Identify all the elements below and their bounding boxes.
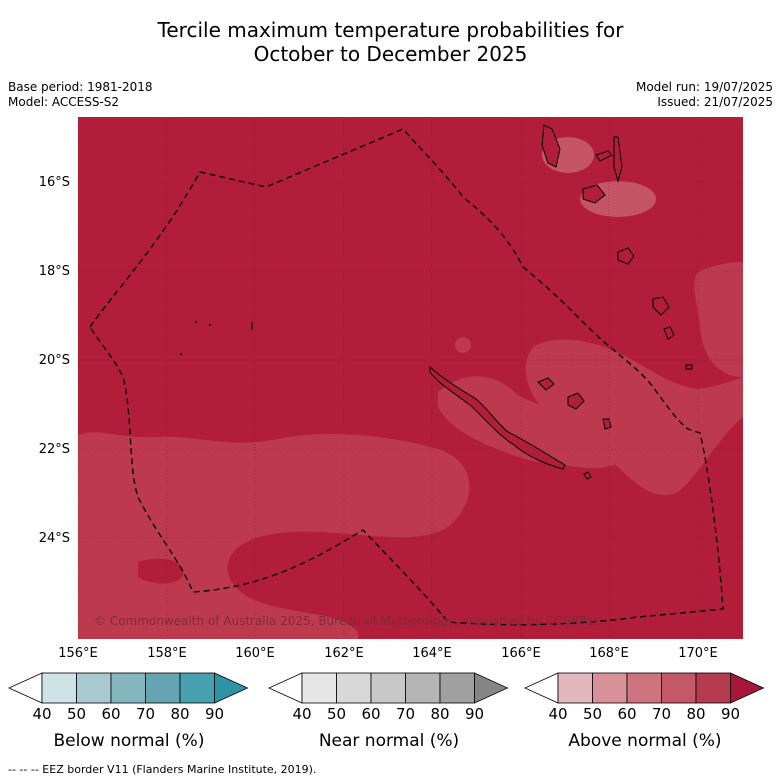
issued-date: Issued: 21/07/2025 (657, 95, 773, 109)
meta-left: Base period: 1981-2018 Model: ACCESS-S2 (8, 80, 153, 110)
colorbar-1 (268, 672, 509, 704)
colorbar-2-extend-high (730, 672, 765, 704)
colorbar-2-segment-4 (695, 672, 731, 704)
colorbar-1-segment-2 (370, 672, 406, 704)
land-vanuatu-ambae (595, 150, 613, 162)
colorbar-0-extend-high (214, 672, 249, 704)
land-vanuatu-tanna (652, 296, 670, 316)
colorbar-0-segment-2 (110, 672, 146, 704)
colorbar-2-tick-80: 80 (686, 705, 706, 723)
colorbar-1-extend-low (268, 672, 303, 704)
map-region-above-70-southwest (78, 432, 470, 639)
colorbar-0-segment-3 (145, 672, 181, 704)
colorbar-0-extend-low (8, 672, 43, 704)
colorbar-0-tick-90: 90 (204, 705, 225, 723)
lon-label-158e: 158°E (147, 646, 187, 661)
land-islet-1 (195, 321, 197, 323)
map-patch-small (455, 337, 471, 353)
land-vanuatu-pentecost (613, 136, 623, 183)
lon-label-164e: 164°E (412, 646, 452, 661)
land-vanuatu-small (685, 364, 693, 370)
lon-label-166e: 166°E (501, 646, 541, 661)
land-islet-3 (180, 353, 182, 355)
colorbar-1-extend-high (474, 672, 509, 704)
colorbar-1-title: Near normal (%) (318, 731, 460, 751)
colorbar-0-tick-70: 70 (135, 705, 156, 723)
colorbar-2 (524, 672, 765, 704)
colorbar-1-tick-60: 60 (361, 705, 381, 723)
colorbar-0-segment-1 (76, 672, 112, 704)
land-vanuatu-malekula (582, 184, 606, 204)
copyright-notice: © Commonwealth of Australia 2025, Bureau… (94, 614, 600, 628)
lon-label-170e: 170°E (678, 646, 718, 661)
land-loyalty-1 (537, 377, 555, 391)
lat-label-16s: 16°S (38, 175, 70, 190)
colorbar-2-tick-60: 60 (617, 705, 637, 723)
lon-label-162e: 162°E (324, 646, 364, 661)
probability-map (78, 117, 743, 639)
colorbar-2-title: Above normal (%) (568, 731, 722, 751)
map-region-above-70-east (525, 339, 743, 496)
colorbar-1-segment-0 (301, 672, 337, 704)
colorbar-1-segment-3 (405, 672, 441, 704)
land-loyalty-3 (602, 418, 612, 430)
colorbar-1-tick-70: 70 (395, 705, 416, 723)
colorbar-1-tick-50: 50 (326, 705, 347, 723)
lon-label-156e: 156°E (58, 646, 98, 661)
colorbar-0-title: Below normal (%) (53, 731, 205, 751)
meta-right: Model run: 19/07/2025 Issued: 21/07/2025 (636, 80, 773, 110)
colorbar-1-tick-40: 40 (292, 705, 312, 723)
lat-label-24s: 24°S (38, 531, 70, 546)
map-region-above-70-northeast (694, 262, 743, 377)
colorbar-2-segment-2 (626, 672, 662, 704)
colorbar-2-segment-1 (592, 672, 628, 704)
lat-label-22s: 22°S (38, 442, 70, 457)
lat-label-18s: 18°S (38, 264, 70, 279)
colorbar-1-tick-90: 90 (464, 705, 485, 723)
colorbar-2-tick-90: 90 (720, 705, 741, 723)
colorbar-2-segment-0 (557, 672, 593, 704)
colorbar-2-extend-low (524, 672, 559, 704)
colorbar-0-tick-50: 50 (66, 705, 87, 723)
model-run: Model run: 19/07/2025 (635, 80, 773, 94)
lon-label-160e: 160°E (235, 646, 275, 661)
land-vanuatu-espiritu (541, 124, 561, 168)
land-loyalty-2 (567, 392, 585, 410)
model-name: Model: ACCESS-S2 (8, 95, 120, 109)
lat-label-20s: 20°S (38, 353, 70, 368)
colorbar-0 (8, 672, 249, 704)
colorbar-2-segment-3 (661, 672, 697, 704)
colorbar-0-tick-40: 40 (32, 705, 52, 723)
land-new-caledonia (429, 365, 566, 470)
title-line-2: October to December 2025 (253, 42, 528, 66)
land-ile-pins (583, 471, 592, 480)
colorbar-2-tick-40: 40 (548, 705, 568, 723)
lon-label-168e: 168°E (589, 646, 629, 661)
eez-footnote: -- -- -- EEZ border V11 (Flanders Marine… (8, 763, 317, 776)
land-vanuatu-aneityum (663, 326, 675, 340)
colorbar-1-segment-4 (439, 672, 475, 704)
colorbar-2-tick-50: 50 (582, 705, 603, 723)
title-line-1: Tercile maximum temperature probabilitie… (157, 18, 624, 42)
gridlines (78, 117, 743, 639)
base-period: Base period: 1981-2018 (8, 80, 153, 94)
colorbar-0-tick-60: 60 (101, 705, 121, 723)
land-vanuatu-efate (617, 247, 635, 265)
colorbar-1-tick-80: 80 (430, 705, 450, 723)
map-region-above-70-caledonia (438, 376, 628, 468)
colorbar-0-tick-80: 80 (170, 705, 190, 723)
colorbar-1-segment-1 (336, 672, 372, 704)
land-islet-2 (209, 324, 211, 326)
colorbar-2-tick-70: 70 (651, 705, 672, 723)
colorbar-0-segment-4 (179, 672, 215, 704)
colorbar-0-segment-0 (41, 672, 77, 704)
map-title: Tercile maximum temperature probabilitie… (0, 18, 781, 66)
map-region-above-80-inset (138, 558, 184, 584)
